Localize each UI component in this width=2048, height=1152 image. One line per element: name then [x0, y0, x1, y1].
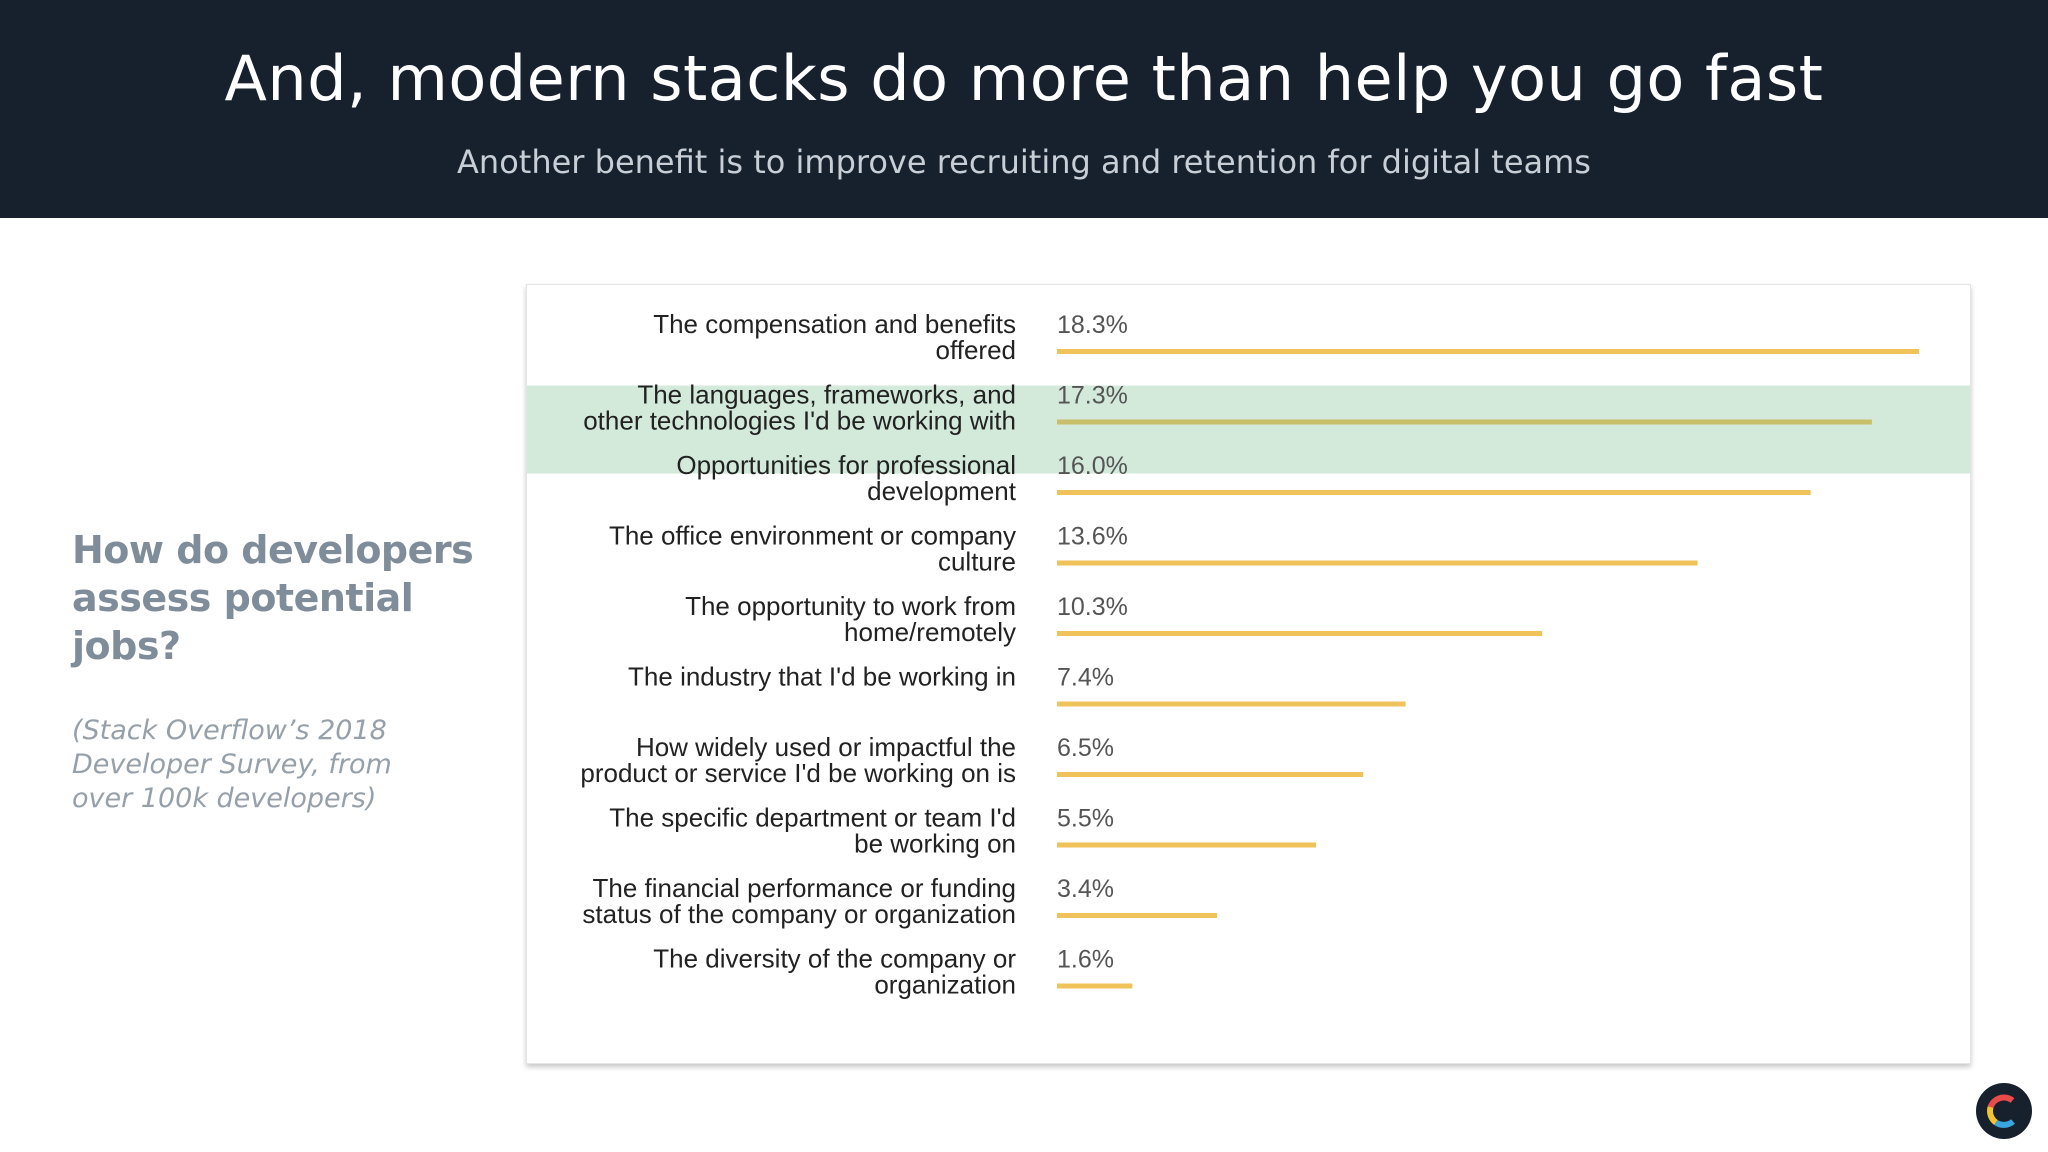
category-label: The diversity of the company or organizat… [653, 944, 1016, 1000]
bar [1057, 983, 1133, 989]
category-label: The office environment or company culture [609, 521, 1016, 577]
chart-panel: The compensation and benefits offered 18.3… [526, 284, 1971, 1064]
bar [1057, 913, 1218, 918]
category-label: Opportunities for professional developmen… [676, 450, 1016, 506]
value-label: 16.0% [1057, 452, 1128, 480]
highlight-band [527, 385, 1970, 474]
page-subtitle: Another benefit is to improve recruiting… [457, 143, 1591, 181]
value-label: 3.4% [1057, 875, 1114, 903]
bar-chart: The compensation and benefits offered 18.3… [527, 309, 1970, 1000]
bar [1057, 349, 1919, 354]
category-label: The opportunity to work from home/remotel… [685, 591, 1016, 647]
category-label: The industry that I'd be working in [628, 662, 1016, 692]
category-label: The financial performance or funding stat… [582, 873, 1016, 929]
value-label: 1.6% [1057, 946, 1114, 974]
value-label: 7.4% [1057, 664, 1114, 692]
value-label: 10.3% [1057, 593, 1128, 621]
value-label: 18.3% [1057, 311, 1128, 339]
bar [1057, 560, 1698, 566]
category-label: The languages, frameworks, and other tech… [583, 380, 1016, 436]
value-label: 5.5% [1057, 805, 1114, 833]
source-note: (Stack Overflow’s 2018 Developer Survey,… [72, 715, 392, 814]
bar [1057, 490, 1811, 495]
bar [1057, 419, 1872, 425]
c-ring-logo-icon [1976, 1083, 2032, 1139]
category-label: The specific department or team I'd be wo… [609, 803, 1016, 859]
category-label: The compensation and benefits offered [653, 309, 1016, 365]
header-banner: And, modern stacks do more than help you… [0, 0, 2048, 218]
bar [1057, 772, 1364, 777]
page-title: And, modern stacks do more than help you… [224, 42, 1824, 115]
bar [1057, 842, 1317, 848]
bar [1057, 701, 1406, 707]
value-label: 13.6% [1057, 523, 1128, 551]
bar [1057, 631, 1543, 636]
value-label: 6.5% [1057, 734, 1114, 762]
category-label: How widely used or impactful the product … [580, 732, 1016, 788]
value-label: 17.3% [1057, 382, 1128, 410]
side-question: How do developers assess potential jobs? [72, 528, 474, 668]
